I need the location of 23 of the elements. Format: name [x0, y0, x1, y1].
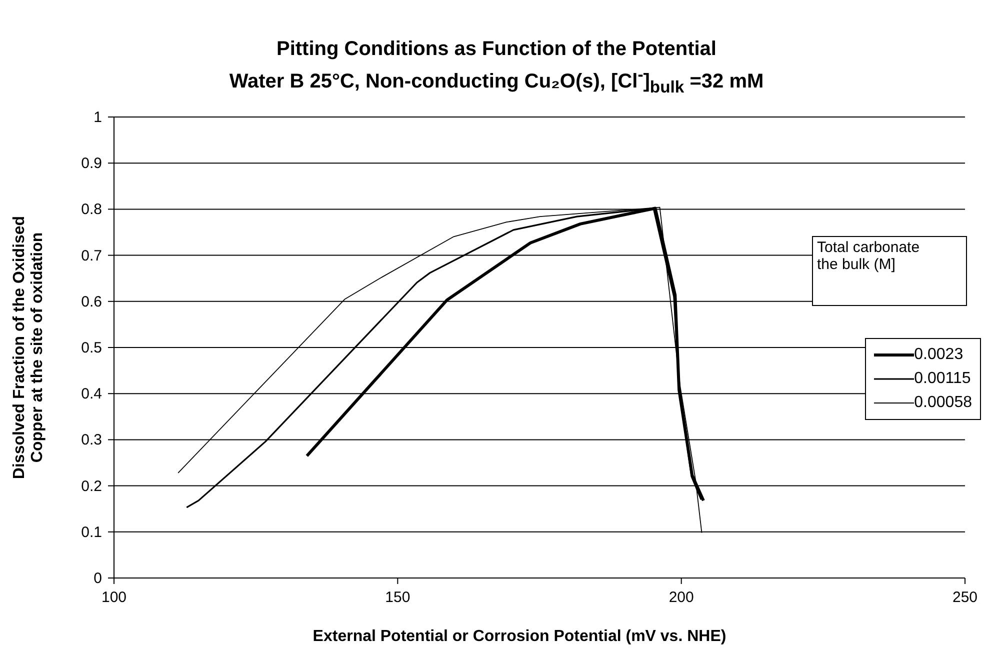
x-tick-label: 100	[101, 589, 127, 606]
x-tick-label: 200	[668, 589, 694, 606]
y-tick-label: 0.7	[81, 247, 102, 264]
y-tick-label: 0.3	[81, 432, 102, 449]
x-tick-label: 250	[952, 589, 978, 606]
y-tick-label: 0.2	[81, 478, 102, 495]
x-tick-label: 150	[385, 589, 410, 606]
y-axis-title: Dissolved Fraction of the Oxidised Copper at the site of oxidation	[11, 216, 46, 480]
chart-title: Pitting Conditions as Function of the Potential	[276, 38, 718, 61]
y-tick-label: 0.9	[81, 155, 102, 172]
y-tick-label: 0.5	[81, 340, 102, 356]
legend-label: 0.0023	[914, 346, 964, 364]
legend-label: 0.00115	[914, 370, 971, 388]
chart-subtitle: Water B 25°C, Non-conducting Cu₂O(s), [Cl$^{-}$]$_{bulk}$ =32 mM	[228, 65, 765, 98]
x-axis-title: External Potential or Corrosion Potential (mV vs. NHE)	[312, 628, 728, 646]
legend-label: 0.00058	[914, 394, 972, 412]
y-tick-label: 0.8	[81, 201, 102, 218]
y-tick-label: 0.1	[81, 524, 102, 541]
y-tick-label: 0	[94, 570, 102, 587]
y-tick-label: 0.6	[81, 293, 102, 310]
y-tick-label: 1	[94, 109, 102, 126]
legend-heading-box: Total carbonate the bulk (M]	[812, 236, 967, 306]
y-tick-label: 0.4	[81, 386, 102, 403]
